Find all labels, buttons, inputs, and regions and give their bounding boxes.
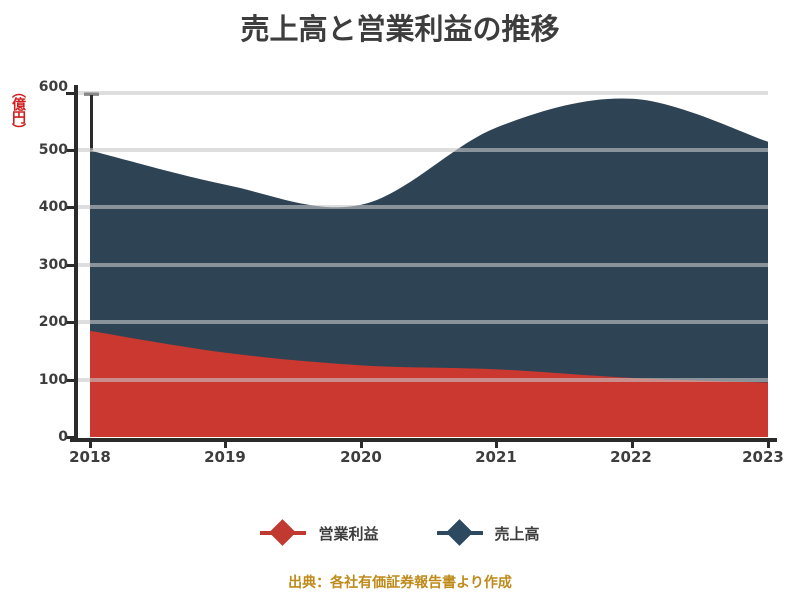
- legend-label: 売上高: [494, 524, 540, 543]
- y-tick-mark: [66, 378, 75, 382]
- legend-item-revenue: 売上高: [436, 519, 540, 546]
- x-tick-label-2: 2019: [204, 448, 246, 466]
- y-tick-mark: [66, 263, 75, 267]
- y-tick-mark: [66, 320, 75, 324]
- x-tick-mark: [766, 442, 770, 448]
- legend-label: 営業利益: [318, 524, 379, 543]
- diamond-icon: [445, 519, 473, 546]
- legend-marker-red: [260, 519, 307, 546]
- area-series-売上高: [90, 98, 768, 437]
- y-tick-label-0: 0: [58, 429, 68, 445]
- x-tick-mark: [495, 442, 499, 448]
- x-tick-label-1: 2018: [69, 448, 111, 466]
- y-tick-mark: [66, 148, 75, 152]
- y-tick-label-600: 600: [38, 79, 68, 95]
- chart-title: 売上高と営業利益の推移: [240, 12, 560, 46]
- y-axis-unit-label: （億円）: [10, 84, 26, 136]
- gridline-600: [78, 91, 768, 95]
- gridline-300: [78, 263, 768, 267]
- y-tick-mark: [66, 435, 75, 439]
- gridline-400: [78, 205, 768, 209]
- x-tick-label-4: 2021: [475, 448, 517, 466]
- x-tick-label-3: 2020: [340, 448, 382, 466]
- x-tick-label-5: 2022: [610, 448, 652, 466]
- x-tick-mark: [359, 442, 363, 448]
- x-tick-label-6: 2023: [742, 448, 784, 466]
- y-tick-label-400: 400: [38, 199, 68, 215]
- y-tick-mark: [66, 91, 75, 95]
- chart-legend: 営業利益 売上高: [0, 518, 800, 548]
- y-axis-line: [74, 85, 78, 441]
- gridline-500: [78, 148, 768, 152]
- diamond-icon: [269, 519, 297, 546]
- source-note: 出典：各社有価証券報告書より作成: [288, 575, 512, 591]
- y-tick-label-100: 100: [38, 372, 68, 388]
- x-tick-mark: [224, 442, 228, 448]
- area-series-営業利益: [90, 330, 768, 437]
- gridline-100: [78, 378, 768, 382]
- y-tick-label-500: 500: [38, 142, 68, 158]
- legend-item-operating-profit: 営業利益: [260, 519, 379, 546]
- y-tick-mark: [66, 205, 75, 209]
- x-axis-line: [70, 438, 777, 442]
- y-tick-label-200: 200: [38, 314, 68, 330]
- legend-marker-blue: [436, 519, 483, 546]
- x-tick-mark: [630, 442, 634, 448]
- y-tick-label-300: 300: [38, 257, 68, 273]
- gridline-200: [78, 320, 768, 324]
- x-tick-mark: [88, 442, 92, 448]
- whisker-marker: [84, 92, 99, 151]
